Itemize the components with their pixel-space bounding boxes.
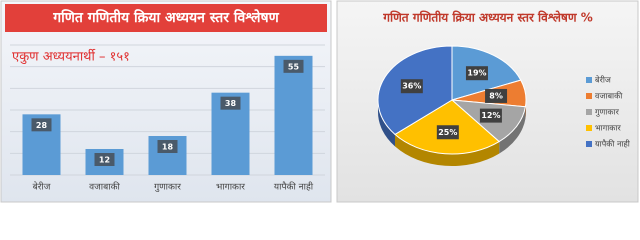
legend-label: वजाबाकी — [595, 91, 623, 101]
data-label-box — [436, 125, 459, 140]
data-label-box — [220, 96, 241, 110]
data-label-box — [94, 153, 115, 166]
legend-label: बेरीज — [595, 75, 612, 85]
data-label: 8% — [489, 91, 503, 100]
x-tick-label: भागाकार — [216, 183, 245, 193]
data-label: 19% — [467, 69, 486, 78]
x-tick-label: गुणाकार — [154, 183, 181, 193]
chart-title: गणित गणितीय क्रिया अध्ययन स्तर विश्लेषण — [52, 9, 279, 26]
charts: गणित गणितीय क्रिया अध्ययन स्तर विश्लेषण … — [0, 0, 639, 203]
data-label-box — [485, 88, 508, 103]
data-label: 18 — [162, 143, 174, 152]
x-tick-label: यापैकी नाही — [274, 181, 314, 193]
page: गणित गणितीय क्रिया अध्ययन स्तर विश्लेषण … — [0, 0, 640, 204]
slice-side — [378, 100, 395, 147]
legend-swatch — [586, 141, 592, 147]
data-label: 12% — [481, 111, 500, 120]
legend-label: भागाकार — [595, 124, 621, 133]
x-tick-label: वजाबाकी — [89, 181, 120, 193]
legend-swatch — [586, 125, 592, 131]
legend-label: यापैकी नाही — [595, 139, 631, 149]
chart-title: गणित गणितीय क्रिया अध्ययन स्तर विश्लेषण … — [382, 11, 592, 25]
slice-side — [394, 134, 500, 166]
legend-swatch — [586, 93, 592, 99]
legend-swatch — [586, 109, 592, 115]
data-label-box — [157, 140, 178, 153]
bar — [274, 55, 313, 176]
chart-subtitle: एकुण अध्ययनार्थी – १५१ — [12, 49, 130, 65]
data-label-box — [283, 59, 304, 73]
data-label: 55 — [288, 62, 300, 71]
data-label: 36% — [402, 82, 421, 91]
slice-side — [499, 106, 526, 154]
title-banner — [5, 4, 327, 32]
data-label: 28 — [36, 121, 48, 130]
data-label: 12 — [99, 156, 110, 165]
data-label-box — [31, 118, 52, 132]
x-tick-label: बेरीज — [33, 181, 51, 193]
data-label: 38 — [225, 99, 237, 108]
data-label-box — [465, 66, 488, 81]
legend-label: गुणाकार — [595, 108, 620, 118]
data-label: 25% — [438, 128, 457, 137]
legend-swatch — [586, 77, 592, 83]
data-label-box — [479, 108, 502, 123]
data-label-box — [400, 79, 423, 94]
